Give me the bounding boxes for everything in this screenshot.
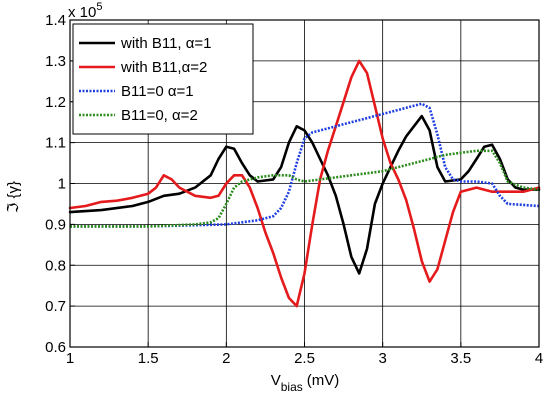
legend-entry: B11=0, α=2: [121, 107, 198, 124]
series-line-2: [68, 59, 541, 308]
legend-entry: with B11, α=1: [120, 35, 212, 52]
y-tick-label: 0.9: [45, 216, 66, 233]
y-tick-label: 0.8: [45, 257, 66, 274]
x-axis-label: Vbias (mV): [271, 372, 340, 394]
x-tick-label: 1: [66, 350, 74, 367]
legend-entry: with B11,α=2: [120, 59, 207, 76]
x-tick-label: 1.5: [138, 350, 159, 367]
y-tick-label: 1.3: [45, 53, 66, 70]
x-axis-ticks: 1 1.5 2 2.5 3 3.5 4: [66, 342, 543, 367]
y-axis-ticks: 0.6 0.7 0.8 0.9 1 1.1 1.2 1.3 1.4: [45, 12, 75, 356]
x-tick-label: 2: [222, 350, 230, 367]
y-tick-label: 1.1: [45, 135, 66, 152]
series-group: [68, 59, 541, 308]
y-axis-multiplier: x 105: [68, 1, 102, 21]
series-line-4: [70, 149, 540, 228]
x-tick-label: 3: [378, 350, 386, 367]
legend: with B11, α=1 with B11,α=2 B11=0 α=1 B11=0,…: [72, 23, 254, 135]
x-tick-label: 2.5: [294, 350, 315, 367]
y-tick-label: 1: [58, 176, 66, 193]
y-tick-label: 1.2: [45, 94, 66, 111]
y-axis-label: ℑ {γ}: [5, 181, 22, 213]
y-tick-label: 0.6: [45, 339, 66, 356]
series-line-3: [70, 102, 540, 228]
series-line-1: [68, 114, 541, 275]
y-tick-label: 1.4: [45, 12, 66, 29]
y-tick-label: 0.7: [45, 298, 66, 315]
legend-entry: B11=0 α=1: [121, 83, 194, 100]
x-tick-label: 3.5: [450, 350, 471, 367]
x-tick-label: 4: [535, 350, 543, 367]
